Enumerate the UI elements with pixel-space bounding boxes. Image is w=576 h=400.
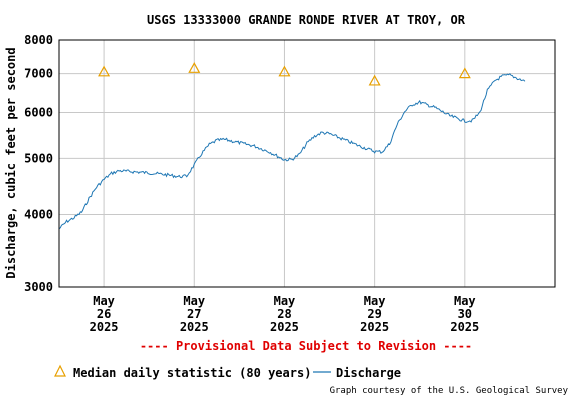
x-tick-text: May: [93, 294, 115, 308]
x-tick-text: 2025: [180, 320, 209, 334]
median-marker: [368, 74, 381, 86]
x-tick-labels: May262025May272025May282025May292025May3…: [90, 294, 480, 334]
legend-median-label: Median daily statistic (80 years): [73, 366, 311, 380]
y-tick-label: 4000: [24, 208, 53, 222]
x-tick-text: 26: [97, 307, 111, 321]
chart-title: USGS 13333000 GRANDE RONDE RIVER AT TROY…: [147, 13, 466, 27]
legend-discharge-label: Discharge: [336, 366, 401, 380]
y-tick-label: 3000: [24, 280, 53, 294]
plot-frame: [58, 39, 556, 288]
provisional-note: ---- Provisional Data Subject to Revisio…: [140, 339, 472, 353]
y-tick-label: 6000: [24, 105, 53, 119]
legend: Median daily statistic (80 years) Discha…: [54, 364, 401, 380]
x-tick-text: 2025: [270, 320, 299, 334]
x-tick-text: 27: [187, 307, 201, 321]
legend-triangle-icon: [54, 364, 66, 377]
x-tick-text: May: [274, 294, 296, 308]
median-markers: [98, 62, 471, 86]
gridlines: [59, 39, 555, 288]
x-tick-text: May: [183, 294, 205, 308]
median-marker: [98, 65, 111, 77]
discharge-line: [58, 73, 526, 230]
y-tick-label: 8000: [24, 33, 53, 47]
median-marker: [188, 62, 201, 73]
usgs-credit: Graph courtesy of the U.S. Geological Su…: [330, 386, 569, 396]
x-tick-text: 28: [277, 307, 291, 321]
x-tick-text: 2025: [360, 320, 389, 334]
y-tick-label: 7000: [24, 67, 53, 81]
y-tick-label: 5000: [24, 151, 53, 165]
x-tick-text: 2025: [450, 320, 479, 334]
x-tick-text: 2025: [90, 320, 119, 334]
x-tick-text: May: [454, 294, 476, 308]
x-tick-text: May: [364, 294, 386, 308]
series-layer: [58, 73, 526, 230]
x-tick-text: 30: [458, 307, 472, 321]
y-tick-labels: 3000 4000 5000 6000 7000 8000: [24, 33, 53, 294]
y-axis-label: Discharge, cubic feet per second: [4, 47, 18, 278]
median-marker: [458, 67, 471, 79]
x-tick-text: 29: [367, 307, 381, 321]
median-marker: [278, 65, 291, 77]
